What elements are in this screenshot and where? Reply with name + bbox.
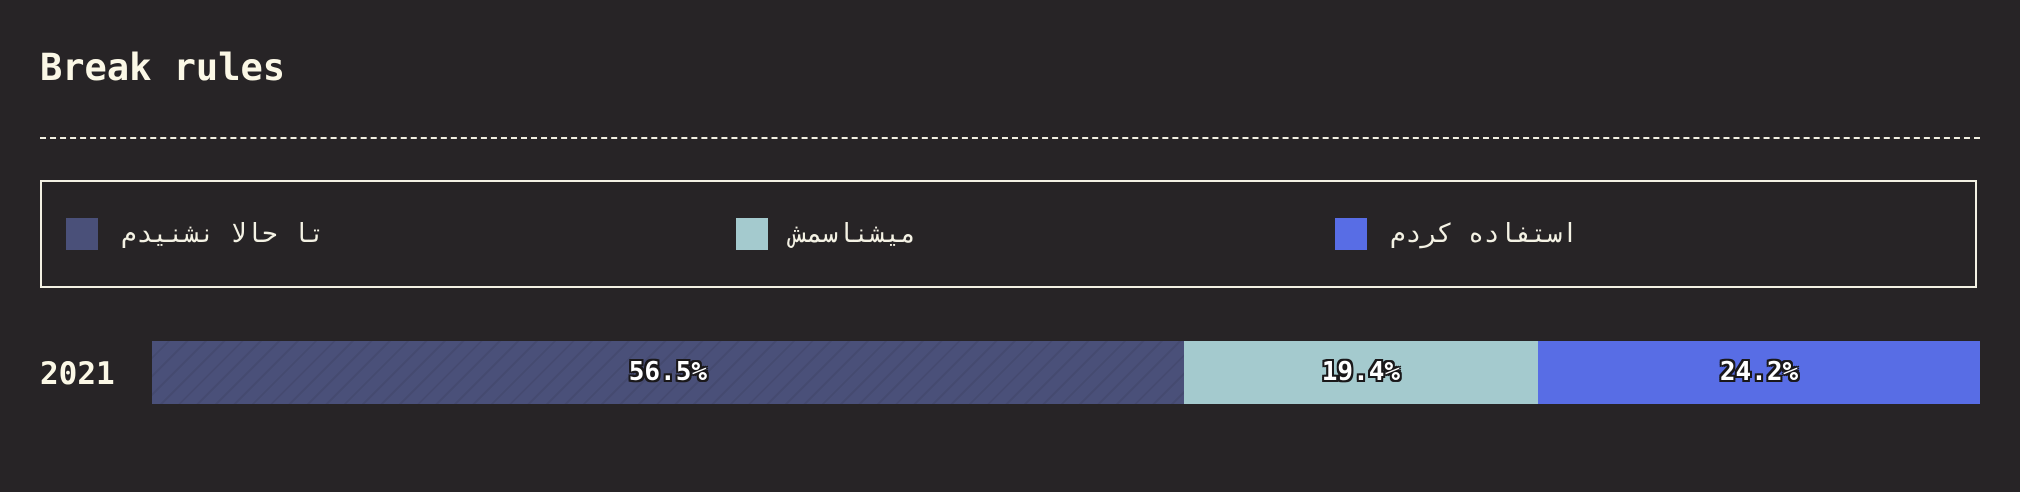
legend-swatch-never-heard bbox=[66, 218, 98, 250]
legend-swatch-used-it bbox=[1335, 218, 1367, 250]
row-label-2021: 2021 bbox=[40, 356, 115, 392]
legend-label-know-it: میشناسمش bbox=[791, 219, 917, 249]
legend: تا حالا نشنیدم میشناسمش استفاده کردم bbox=[40, 180, 1977, 288]
legend-item-know-it[interactable]: میشناسمش bbox=[736, 217, 916, 251]
title-divider bbox=[40, 137, 1980, 139]
bar-segment-know-it bbox=[1183, 341, 1539, 404]
bar-segment-used-it bbox=[1538, 341, 1980, 404]
legend-label-used-it: استفاده کردم bbox=[1390, 219, 1578, 249]
legend-label-never-heard: تا حالا نشنیدم bbox=[121, 219, 325, 249]
data-label-never-heard: 56.5% bbox=[628, 357, 708, 387]
legend-item-used-it[interactable]: استفاده کردم bbox=[1335, 217, 1578, 251]
chart-title: Break rules bbox=[40, 46, 286, 89]
bar-segment-never-heard bbox=[152, 341, 1184, 404]
data-label-know-it: 19.4% bbox=[1321, 357, 1401, 387]
stacked-bar-2021: 56.5% 19.4% 24.2% bbox=[152, 341, 1980, 404]
legend-swatch-know-it bbox=[736, 218, 768, 250]
data-label-used-it: 24.2% bbox=[1719, 357, 1799, 387]
legend-item-never-heard[interactable]: تا حالا نشنیدم bbox=[66, 217, 325, 251]
